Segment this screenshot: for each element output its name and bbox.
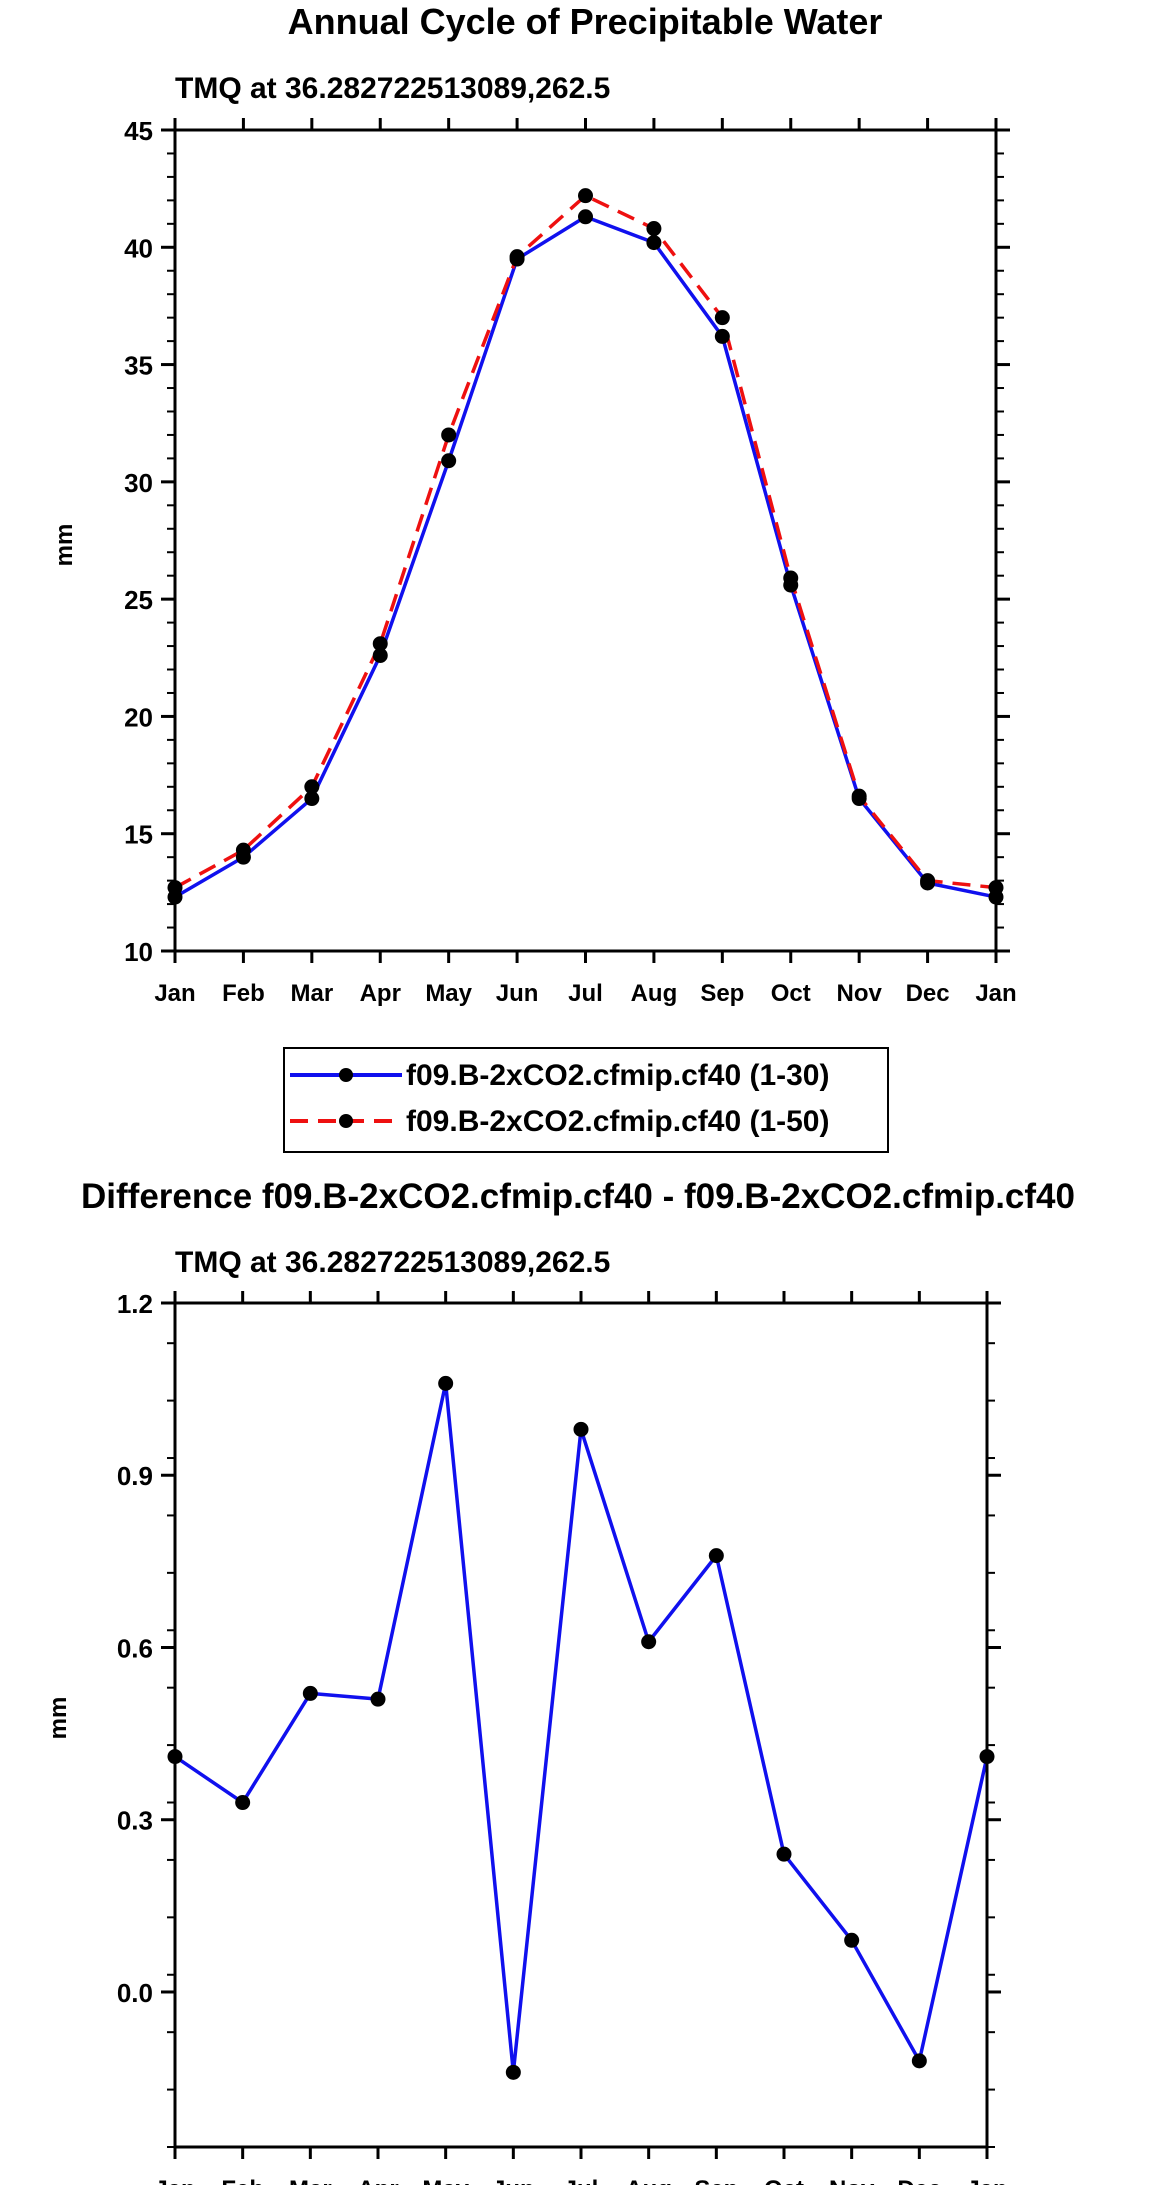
x-tick-label: Jun (496, 980, 539, 1007)
series-1-point (578, 209, 593, 225)
x-tick-label: Aug (625, 2176, 672, 2185)
series-1-point (302, 1685, 318, 1701)
series-line-1 (174, 1381, 989, 2075)
series-1-point (708, 1548, 724, 1564)
series-2-point (714, 310, 730, 326)
series-line-1 (174, 215, 997, 899)
top-series-layer (167, 188, 1004, 905)
y-tick-label: 0.0 (117, 1978, 153, 2008)
x-tick-label: Mar (289, 2176, 332, 2185)
x-tick-label: Jan (975, 980, 1016, 1007)
series-2-point (578, 188, 593, 204)
series-2-point (372, 636, 388, 652)
x-tick-label: May (422, 2176, 469, 2185)
x-tick-label: Mar (290, 980, 333, 1007)
series-1-point (776, 1846, 792, 1862)
top-y-axis-label: mm (51, 524, 78, 567)
top-panel: Annual Cycle of Precipitable Water TMQ a… (51, 1, 1017, 1153)
y-tick-label: 20 (124, 702, 153, 732)
x-tick-label: Feb (221, 2176, 264, 2185)
y-tick-label: 25 (124, 585, 153, 615)
series-2-point (235, 842, 251, 858)
x-tick-label: Feb (222, 980, 265, 1007)
series-1-point (304, 791, 320, 807)
y-tick-label: 10 (124, 937, 153, 967)
top-y-ticks: 10 15 20 25 30 35 40 45 (124, 116, 1010, 967)
top-plot-frame (173, 128, 998, 953)
x-tick-label: Nov (829, 2176, 875, 2185)
x-tick-label: Aug (631, 980, 678, 1007)
series-2-point (851, 788, 867, 804)
top-chart-title: Annual Cycle of Precipitable Water (288, 1, 883, 42)
x-tick-label: Oct (771, 980, 811, 1007)
x-tick-label: Apr (360, 980, 401, 1007)
series-2-point (646, 221, 662, 237)
bottom-y-ticks: 0.0 0.3 0.6 0.9 1.2 (117, 1289, 1001, 2008)
x-tick-label: Apr (357, 2176, 398, 2185)
series-2-point (441, 427, 457, 443)
series-1-point (372, 647, 388, 663)
bottom-chart-subtitle: TMQ at 36.282722513089,262.5 (175, 1246, 610, 1279)
y-tick-label: 45 (124, 116, 153, 146)
legend-box (283, 1047, 889, 1153)
x-tick-label: Nov (836, 980, 882, 1007)
series-2-point (920, 873, 936, 889)
series-1-point (646, 235, 662, 251)
legend-label-2: f09.B-2xCO2.cfmip.cf40 (1-50) (406, 1105, 830, 1138)
bottom-panel: Difference f09.B-2xCO2.cfmip.cf40 - f09.… (45, 1177, 1075, 2185)
y-tick-label: 35 (124, 351, 153, 381)
x-tick-label: Jul (568, 980, 603, 1007)
series-1-point (641, 1634, 657, 1650)
legend-label-1: f09.B-2xCO2.cfmip.cf40 (1-30) (406, 1059, 830, 1092)
y-tick-label: 30 (124, 468, 153, 498)
y-tick-label: 0.6 (117, 1633, 153, 1663)
series-1-point (235, 1795, 251, 1811)
bottom-minor-ticks (167, 1342, 995, 2148)
y-tick-label: 15 (124, 820, 153, 850)
series-1-point (441, 453, 457, 469)
x-tick-label: Jan (154, 980, 195, 1007)
bottom-y-axis-label: mm (45, 1697, 72, 1740)
bottom-series-layer (167, 1375, 995, 2080)
x-tick-label: Jun (492, 2176, 535, 2185)
x-tick-label: Sep (694, 2176, 738, 2185)
top-minor-ticks (167, 152, 1004, 929)
x-tick-label: Sep (700, 980, 744, 1007)
series-1-point (505, 2064, 521, 2080)
y-tick-label: 0.3 (117, 1806, 153, 1836)
x-tick-label: Jul (564, 2176, 599, 2185)
legend-entry-1: f09.B-2xCO2.cfmip.cf40 (1-30) (290, 1059, 830, 1092)
y-tick-label: 0.9 (117, 1461, 153, 1491)
bottom-plot-frame (173, 1301, 989, 2149)
y-tick-label: 40 (124, 233, 153, 263)
x-tick-label: Jan (154, 2176, 195, 2185)
legend-marker-2 (339, 1114, 353, 1128)
top-chart-subtitle: TMQ at 36.282722513089,262.5 (175, 72, 610, 105)
x-tick-label: Dec (906, 980, 950, 1007)
x-tick-label: Jan (966, 2176, 1007, 2185)
series-2-point (304, 779, 320, 795)
series-line-2 (174, 193, 997, 890)
series-1-point (911, 2053, 927, 2069)
series-1-point (714, 328, 730, 344)
series-2-point (509, 249, 525, 265)
top-legend: f09.B-2xCO2.cfmip.cf40 (1-30) f09.B-2xCO… (283, 1047, 889, 1153)
series-1-point (438, 1375, 454, 1391)
y-tick-label: 1.2 (117, 1289, 153, 1319)
x-tick-label: Dec (897, 2176, 941, 2185)
x-tick-label: May (425, 980, 472, 1007)
top-x-ticks: Jan Feb Mar Apr May Jun Jul Aug Sep Oct Nov Dec Jan (154, 118, 1017, 1007)
bottom-x-ticks: Jan Feb Mar Apr May Jun Jul Aug Sep Oct Nov Dec Jan (154, 1291, 1008, 2185)
series-1-point (370, 1691, 386, 1707)
series-1-point (844, 1932, 860, 1948)
x-tick-label: Oct (764, 2176, 804, 2185)
series-1-point (573, 1421, 589, 1437)
series-2-point (783, 570, 799, 586)
legend-entry-2: f09.B-2xCO2.cfmip.cf40 (1-50) (290, 1105, 830, 1138)
legend-marker-1 (339, 1068, 353, 1082)
bottom-chart-title: Difference f09.B-2xCO2.cfmip.cf40 - f09.… (81, 1177, 1075, 1216)
